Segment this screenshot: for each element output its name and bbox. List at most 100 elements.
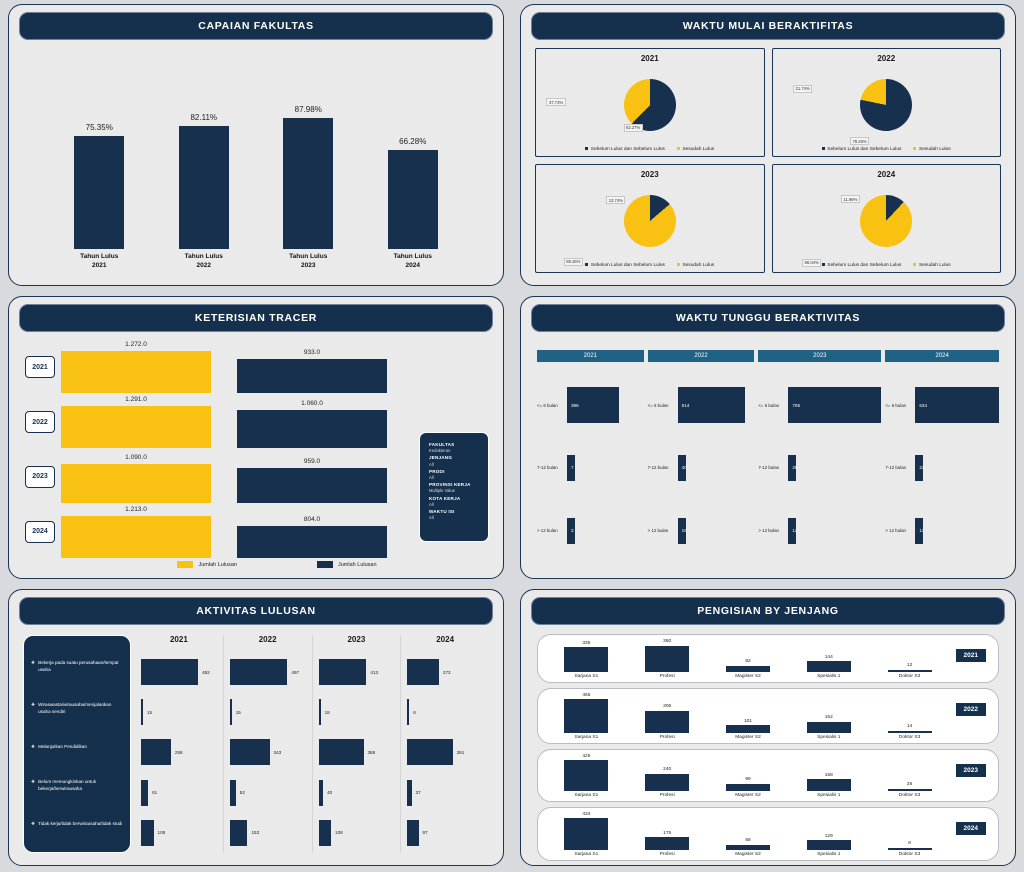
aktivitas-column-2022: 2022 497 15 343 52 153 [222,635,312,853]
waktu-tunggu-year-tab[interactable]: 2021 [537,350,644,362]
aktivitas-bar [407,819,419,846]
panel-title-waktu-tunggu: WAKTU TUNGGU BERAKTIVITAS [531,304,1005,332]
jenjang-bar [564,818,609,850]
aktivitas-bar [229,699,232,726]
keterisian-gold-value: 1.272.0 [125,341,147,349]
aktivitas-bar-value: 413 [370,669,379,675]
jenjang-category-label: Magister S2 [735,734,761,740]
jenjang-item: 434 Sarjana S1 [555,812,617,857]
jenjang-bar [645,645,690,672]
pie-chart [860,79,913,131]
label-line-2: 2022 [196,262,211,270]
keterisian-legend: Jumlah Lulusan Jumlah Lulusan [25,559,489,568]
filter-value: All [429,515,434,521]
jenjang-year-badge[interactable]: 2024 [955,821,986,835]
aktivitas-row: 108 [141,819,223,846]
jenjang-item: 425 Sarjana S1 [555,754,617,798]
capaian-bar-label: Tahun Lulus 2023 [289,253,327,271]
aktivitas-legend-item: ❖ Belum memungkinkan untuk bekerja/berwir… [31,779,123,793]
aktivitas-bar-value: 273 [442,669,451,675]
waktu-tunggu-year-tab[interactable]: 2022 [647,350,755,362]
aktivitas-legend-text: Wiraswasta/wirausaha/menjalankan usaha s… [38,702,112,714]
pie-year-label: 2021 [640,54,659,63]
keterisian-gold-bar [61,464,211,503]
aktivitas-row: 343 [229,739,312,766]
panel-waktu-mulai: WAKTU MULAI BERAKTIFITAS 2021 62.27% 37.73… [512,0,1024,292]
waktu-tunggu-row: 7-12 bulan 29 [758,448,881,488]
pie-card-2024: 2024 11.96% 88.04% Sebelum Lulus dan Sebelu… [771,164,1001,273]
keterisian-gold-bar [61,406,211,449]
waktu-tunggu-row: > 12 bulan 12 [758,511,881,551]
aktivitas-bar [407,659,439,686]
waktu-tunggu-row-label: <= 6 bulan [647,402,669,408]
filter-key: PRODI [429,468,445,474]
jenjang-year-badge[interactable]: 2023 [955,763,986,777]
jenjang-year-badge[interactable]: 2022 [955,702,986,716]
jenjang-item: 306 Profesi [636,693,698,740]
aktivitas-bar [229,819,248,846]
aktivitas-legend-text: Belum memungkinkan untuk bekerja/berwira… [38,779,97,791]
panel-keterisian-tracer: KETERISIAN TRACER 2021 1.272.0 933.0 2022 1.… [0,292,512,585]
keterisian-navy-value: 1.060.0 [301,400,323,408]
capaian-bar-group: 66.28% Tahun Lulus 2024 [373,137,453,271]
diamond-icon: ❖ [31,821,36,826]
jenjang-item: 465 Sarjana S1 [555,693,617,740]
keterisian-year-badge[interactable]: 2021 [25,356,55,379]
jenjang-value: 68 [745,838,751,844]
aktivitas-row: 52 [229,779,312,806]
capaian-bar [178,126,229,250]
pie-legend-gold-swatch [913,147,917,150]
pie-year-label: 2024 [877,170,896,179]
jenjang-row-2024: 434 Sarjana S1 175 Profesi 68 Magister S2 129 S… [537,806,999,861]
jenjang-category-label: Sarjana S1 [574,792,599,798]
label-line-2: 2024 [405,262,420,270]
waktu-tunggu-year-tab[interactable]: 2023 [758,350,882,362]
waktu-tunggu-columns: 2021 <= 6 bulan 396 7-12 bulan 7 > 12 bulan 3 2… [529,336,1007,570]
waktu-tunggu-year-tab[interactable]: 2024 [885,350,999,362]
capaian-bar-chart: 75.35% Tahun Lulus 2021 82.11% Tahun Lulus 20… [17,44,495,277]
jenjang-value: 152 [824,715,833,721]
jenjang-bar [725,725,770,733]
keterisian-year-badge[interactable]: 2023 [25,465,55,488]
keterisian-gold-segment: 1.090.0 [61,451,211,503]
aktivitas-rows: 497 15 343 52 153 [224,652,312,853]
jenjang-value: 26 [906,782,913,788]
jenjang-item: 82 Magister S2 [717,639,779,679]
filter-summary-box[interactable]: FAKULTAS Kedokteran JENJANG All PRODI All PROV… [419,432,489,542]
keterisian-year-badge[interactable]: 2024 [25,520,55,543]
jenjang-category-label: Magister S2 [735,673,761,679]
filter-value: Kedokteran [429,448,451,454]
jenjang-value: 360 [663,639,672,644]
keterisian-gold-value: 1.090.0 [125,454,147,462]
panel-title-aktivitas: AKTIVITAS LULUSAN [19,597,493,625]
pie-card-2023: 2023 13.74% 86.26% Sebelum Lulus dan Sebelu… [535,164,765,273]
panel-waktu-tunggu: WAKTU TUNGGU BERAKTIVITAS 2021 <= 6 bulan… [512,292,1024,585]
keterisian-rows: 2021 1.272.0 933.0 2022 1.291.0 1.060.0 2023 1.… [25,340,489,559]
jenjang-value: 335 [582,640,591,646]
waktu-tunggu-row: <= 6 bulan 396 [537,385,644,425]
pie-chart [623,79,676,131]
keterisian-navy-value: 959.0 [303,457,321,465]
waktu-tunggu-column-2023: 2023 <= 6 bulan 705 7-12 bulan 29 > 12 bulan 1… [758,350,882,562]
legend-navy: Jumlah Lulusan [317,561,377,568]
jenjang-value: 158 [824,772,833,778]
keterisian-navy-bar [237,467,387,503]
jenjang-category-label: Sarjana S1 [574,734,599,740]
panel-title-jenjang: PENGISIAN BY JENJANG [531,597,1005,625]
pie-area: 62.27% 37.73% [540,65,760,145]
waktu-tunggu-row-label: 7-12 bulan [537,465,558,471]
pie-legend-gold: Sesudah Lulus [913,263,951,268]
jenjang-category-label: Doktor S3 [898,673,921,679]
waktu-tunggu-bar: 22 [915,454,924,481]
pie-chart [860,195,913,247]
pie-area: 11.96% 88.04% [777,181,997,267]
jenjang-bar [645,837,690,850]
jenjang-year-badge[interactable]: 2021 [955,649,986,662]
waktu-tunggu-rows: <= 6 bulan 705 7-12 bulan 29 > 12 bulan 12 [758,374,882,562]
keterisian-year-badge[interactable]: 2022 [25,411,55,434]
pie-legend-gold: Sesudah Lulus [676,263,714,268]
pie-year-label: 2023 [640,170,659,179]
pie-legend-gold-swatch [676,147,680,150]
keterisian-gold-bar [61,351,211,394]
aktivitas-bar-value: 391 [456,749,465,755]
